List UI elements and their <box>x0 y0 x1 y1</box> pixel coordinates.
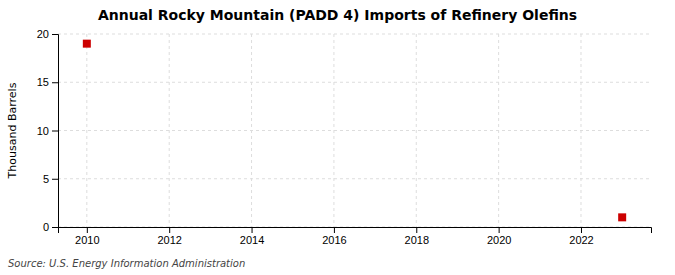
grid-line-y <box>58 130 651 131</box>
x-tick-mark <box>334 227 335 233</box>
y-tick: 5 <box>43 173 58 185</box>
x-tick: 2018 <box>405 227 429 246</box>
y-tick-label: 10 <box>37 125 49 137</box>
x-tick: 2022 <box>569 227 593 246</box>
y-tick-label: 5 <box>43 173 49 185</box>
grid-line-y <box>58 82 651 83</box>
x-tick: 2012 <box>157 227 181 246</box>
x-tick-label: 2022 <box>569 234 593 246</box>
x-tick-mark <box>87 227 88 233</box>
y-tick: 15 <box>37 76 58 88</box>
grid-line-x <box>416 34 417 227</box>
grid <box>58 34 651 227</box>
x-axis-line <box>59 228 652 234</box>
x-tick-label: 2014 <box>240 234 264 246</box>
y-tick-mark <box>52 179 58 180</box>
points <box>83 40 626 222</box>
y-tick-mark <box>52 131 58 132</box>
point <box>618 213 626 221</box>
grid-line-y <box>58 34 651 35</box>
y-axis: 0 5 10 15 20 <box>37 28 59 233</box>
x-tick: 2016 <box>322 227 346 246</box>
x-tick-label: 2020 <box>487 234 511 246</box>
x-tick-label: 2016 <box>322 234 346 246</box>
grid-line-x <box>580 34 581 227</box>
y-tick-mark <box>52 34 58 35</box>
grid-line-x <box>498 34 499 227</box>
grid-line-x <box>333 34 334 227</box>
x-tick: 2020 <box>487 227 511 246</box>
y-tick: 20 <box>37 28 58 40</box>
x-tick-mark <box>499 227 500 233</box>
x-tick-label: 2010 <box>75 234 99 246</box>
chart: 2010 2012 2014 2016 2018 2020 2022 0 5 10 15 20 Annu… <box>0 0 675 275</box>
y-axis-line <box>52 35 59 228</box>
y-tick-mark <box>52 227 58 228</box>
y-tick-label: 20 <box>37 28 49 40</box>
point <box>83 40 91 48</box>
grid-line-x <box>251 34 252 227</box>
y-tick-label: 0 <box>43 221 49 233</box>
x-tick-label: 2018 <box>405 234 429 246</box>
grid-line-x <box>86 34 87 227</box>
x-tick: 2014 <box>240 227 264 246</box>
x-tick-label: 2012 <box>157 234 181 246</box>
y-tick: 0 <box>43 221 58 233</box>
y-axis-title: Thousand Barrels <box>6 82 19 179</box>
grid-line-x <box>169 34 170 227</box>
x-tick-mark <box>416 227 417 233</box>
x-tick: 2010 <box>75 227 99 246</box>
x-axis: 2010 2012 2014 2016 2018 2020 2022 <box>59 227 652 246</box>
x-tick-mark <box>581 227 582 233</box>
source: Source: U.S. Energy Information Administ… <box>8 258 245 269</box>
y-tick-mark <box>52 82 58 83</box>
x-tick-mark <box>169 227 170 233</box>
x-tick-mark <box>252 227 253 233</box>
grid-line-y <box>58 178 651 179</box>
y-tick: 10 <box>37 125 58 137</box>
plot-area: 2010 2012 2014 2016 2018 2020 2022 0 5 10 15 20 <box>37 28 652 246</box>
title: Annual Rocky Mountain (PADD 4) Imports o… <box>98 7 577 23</box>
y-tick-label: 15 <box>37 76 49 88</box>
